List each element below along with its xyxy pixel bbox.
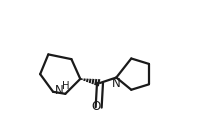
Text: H: H <box>62 81 69 91</box>
Text: N: N <box>55 84 64 97</box>
Text: O: O <box>91 100 101 113</box>
Text: N: N <box>112 77 121 90</box>
